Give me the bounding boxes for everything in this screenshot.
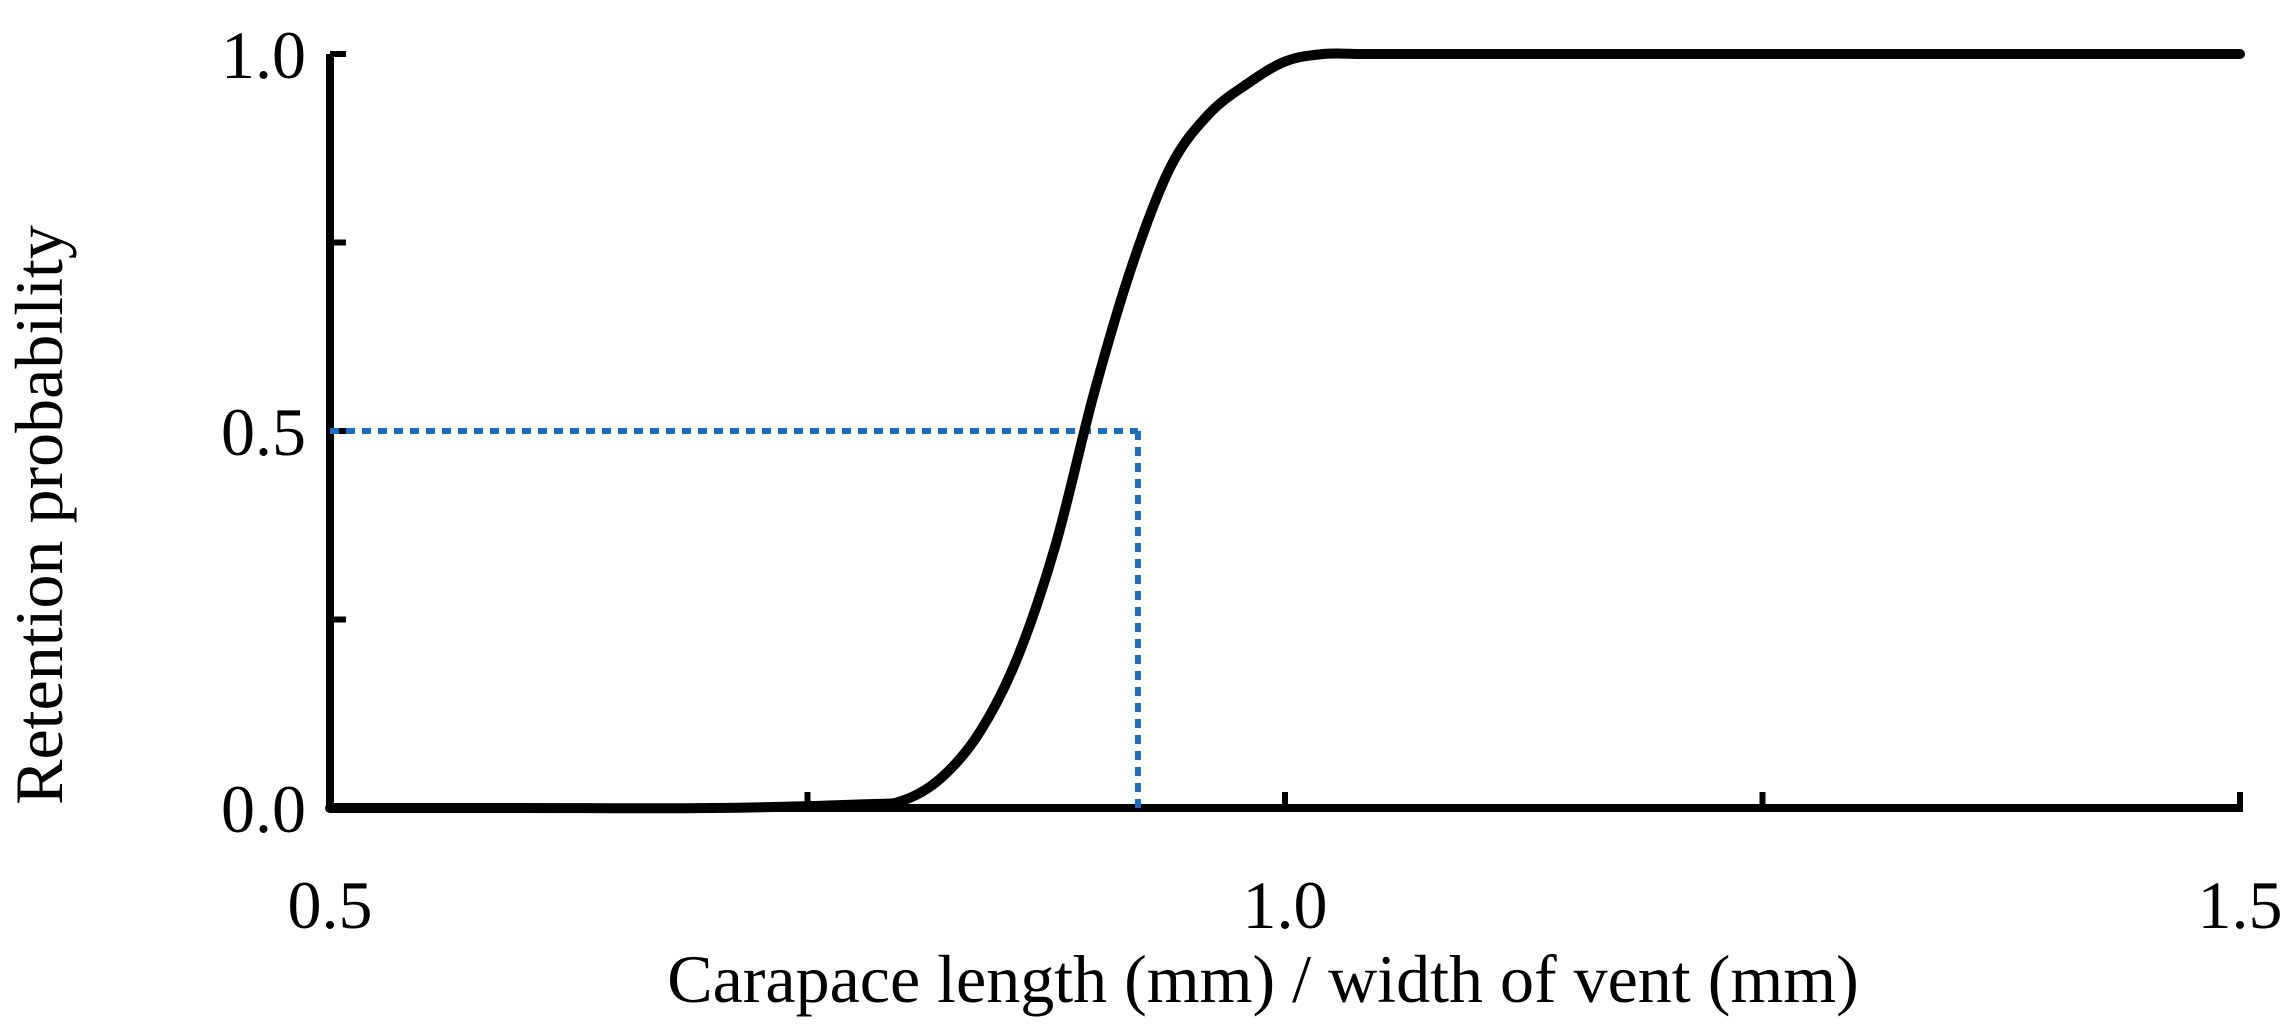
x-tick-label: 0.5 — [288, 867, 373, 943]
y-tick-label: 0.5 — [221, 394, 306, 470]
x-tick-label: 1.0 — [1243, 867, 1328, 943]
plot-area: 0.0 0.5 1.0 0.5 1.0 1.5 — [221, 17, 2283, 943]
x-axis-title: Carapace length (mm) / width of vent (mm… — [667, 941, 1859, 1017]
retention-curve — [325, 48, 2245, 814]
y-axis-title: Retention probability — [1, 225, 77, 805]
x-tick-label: 1.5 — [2198, 867, 2283, 943]
y-tick-label: 1.0 — [221, 17, 306, 93]
y-tick-label: 0.0 — [221, 771, 306, 847]
